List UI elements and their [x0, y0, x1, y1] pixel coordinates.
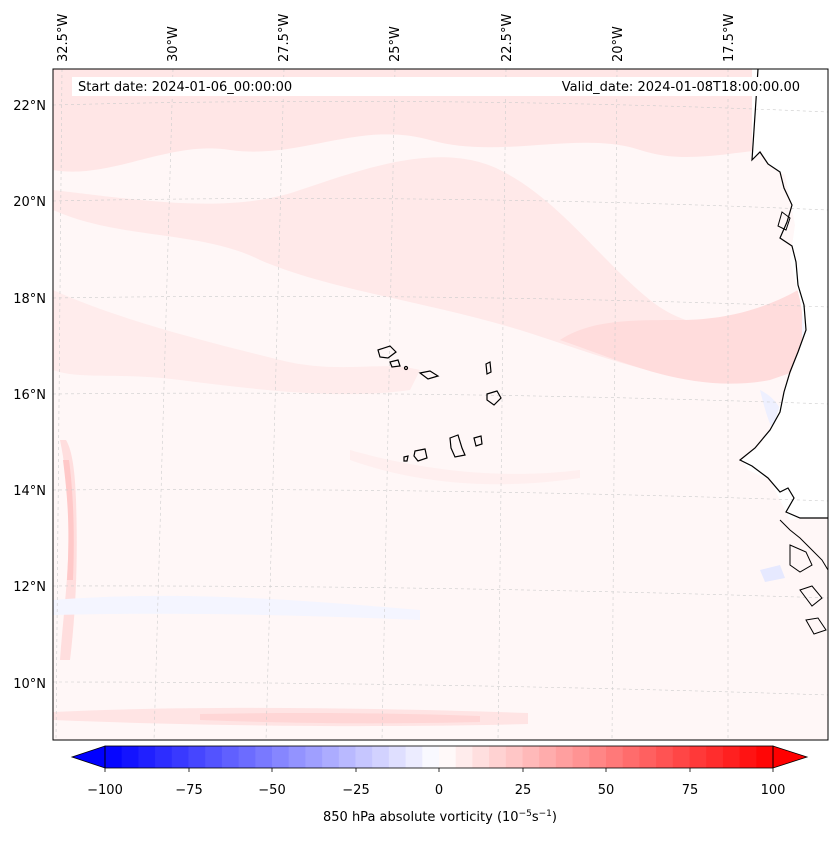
colorbar-tick: −75 — [175, 783, 202, 798]
colorbar-bin — [405, 746, 423, 768]
colorbar-bin — [422, 746, 440, 768]
lon-label: 30°W — [166, 26, 181, 62]
colorbar-bin — [188, 746, 206, 768]
longitude-labels: 32.5°W 30°W 27.5°W 25°W 22.5°W 20°W 17.5… — [56, 14, 737, 62]
lon-label: 25°W — [388, 26, 403, 62]
latitude-labels: 22°N 20°N 18°N 16°N 14°N 12°N 10°N — [13, 99, 46, 692]
colorbar-bin — [572, 746, 590, 768]
colorbar-tick: −100 — [87, 783, 123, 798]
lon-label: 27.5°W — [277, 14, 292, 62]
lon-label: 20°W — [611, 26, 626, 62]
colorbar-tick: −50 — [258, 783, 285, 798]
colorbar-bin — [238, 746, 256, 768]
vorticity-field — [53, 69, 828, 740]
colorbar-bin — [756, 746, 774, 768]
start-date-label: Start date: 2024-01-06_00:00:00 — [78, 80, 292, 95]
lat-label: 16°N — [13, 388, 46, 403]
colorbar-bin — [722, 746, 741, 768]
lat-label: 12°N — [13, 580, 46, 595]
colorbar-bin — [138, 746, 156, 768]
lat-label: 18°N — [13, 292, 46, 307]
colorbar-bin — [689, 746, 707, 768]
colorbar-bin — [221, 746, 240, 768]
colorbar-bin — [656, 746, 674, 768]
lat-label: 22°N — [13, 99, 46, 114]
colorbar-bin — [555, 746, 574, 768]
colorbar-bin — [355, 746, 373, 768]
colorbar-bin — [439, 746, 457, 768]
colorbar-bin — [606, 746, 624, 768]
colorbar-tick: −25 — [342, 783, 369, 798]
colorbar-bin — [305, 746, 323, 768]
colorbar-bin — [706, 746, 724, 768]
header-box — [72, 77, 809, 96]
colorbar-bin — [205, 746, 223, 768]
map-frame — [52, 68, 829, 741]
colorbar-bin — [288, 746, 306, 768]
colorbar-bin — [639, 746, 657, 768]
colorbar-bin — [388, 746, 407, 768]
graticule — [53, 69, 828, 740]
colorbar-bin — [372, 746, 390, 768]
colorbar-bin — [338, 746, 356, 768]
lat-label: 14°N — [13, 484, 46, 499]
colorbar-bin — [105, 746, 123, 768]
colorbar-tick: 100 — [761, 783, 786, 798]
colorbar-bin — [539, 746, 557, 768]
colorbar-bin — [171, 746, 189, 768]
colorbar-min-extend — [70, 745, 106, 769]
colorbar-tick: 50 — [598, 783, 615, 798]
lon-label: 22.5°W — [500, 14, 515, 62]
valid-date-label: Valid_date: 2024-01-08T18:00:00.00 — [562, 80, 800, 95]
colorbar-bin — [672, 746, 690, 768]
colorbar-label: 850 hPa absolute vorticity (10−5s−1) — [323, 809, 557, 825]
colorbar-bin — [322, 746, 340, 768]
colorbar-bin — [272, 746, 290, 768]
colorbar-bin — [622, 746, 640, 768]
lon-label: 32.5°W — [56, 14, 71, 62]
colorbar-tick: 0 — [435, 783, 443, 798]
cape-verde-islands — [377, 345, 502, 462]
colorbar-bin — [522, 746, 540, 768]
africa-coastline — [738, 69, 828, 519]
colorbar-bin — [255, 746, 273, 768]
colorbar-bin — [455, 746, 473, 768]
colorbar-bin — [155, 746, 173, 768]
colorbar-bin — [505, 746, 523, 768]
colorbar-max-extend — [772, 745, 809, 769]
colorbar-bin — [472, 746, 490, 768]
colorbar — [70, 745, 809, 772]
lon-label: 17.5°W — [722, 14, 737, 62]
lat-label: 20°N — [13, 195, 46, 210]
colorbar-tick: 75 — [682, 783, 699, 798]
colorbar-tick: 25 — [515, 783, 532, 798]
lat-label: 10°N — [13, 677, 46, 692]
colorbar-bin — [489, 746, 507, 768]
colorbar-bin — [121, 746, 139, 768]
colorbar-bin — [589, 746, 607, 768]
colorbar-tick-labels: −100 −75 −50 −25 0 25 50 75 100 — [87, 783, 785, 798]
colorbar-bin — [739, 746, 757, 768]
